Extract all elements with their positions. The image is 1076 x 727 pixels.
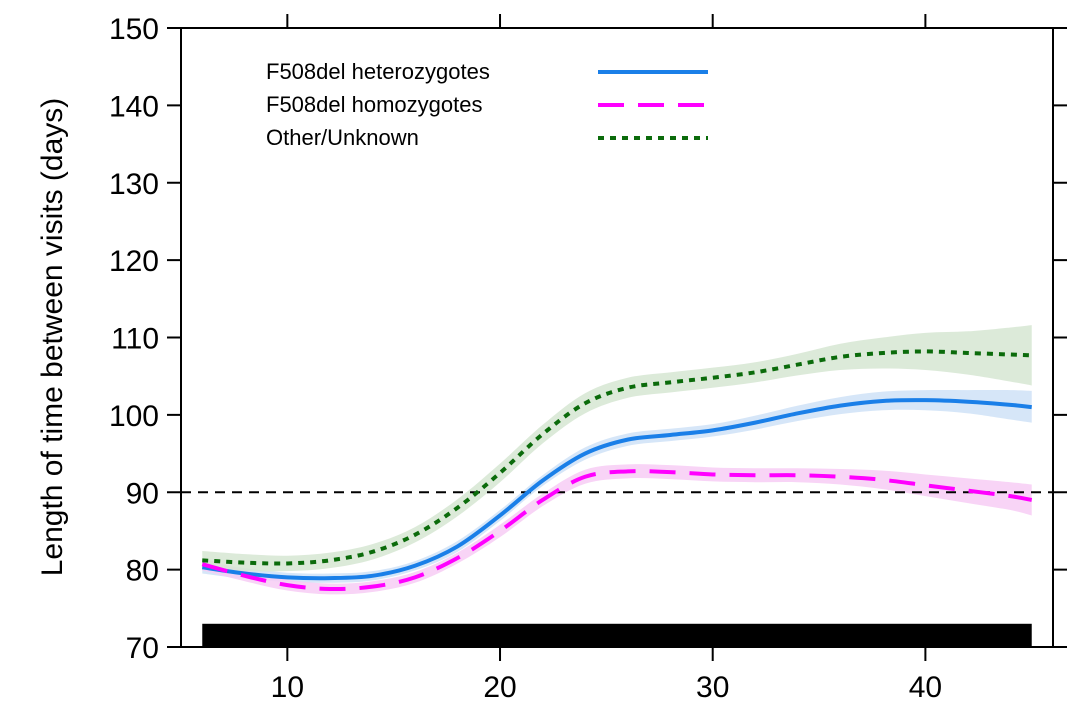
x-tick-label: 10 — [271, 671, 304, 704]
bottom-bar — [202, 623, 1032, 646]
y-tick-label: 130 — [109, 168, 159, 201]
confidence-bands — [202, 325, 1032, 595]
y-tick-label: 80 — [126, 555, 159, 588]
y-axis-title: Length of time between visits (days) — [36, 98, 69, 577]
x-tick-label: 40 — [909, 671, 942, 704]
y-tick-label: 90 — [126, 477, 159, 510]
y-tick-label: 70 — [126, 632, 159, 665]
legend-label-1: F508del homozygotes — [266, 92, 482, 117]
confidence-band-1 — [202, 464, 1032, 595]
confidence-band-2 — [202, 325, 1032, 572]
y-tick-label: 140 — [109, 90, 159, 123]
y-tick-label: 120 — [109, 245, 159, 278]
series-line-1 — [201, 469, 1033, 592]
axes: 70 80 90 100 110 120 130 140 150 10 20 30 40 — [109, 13, 1067, 704]
legend: F508del heterozygotes F508del homozygotes… — [266, 59, 708, 150]
y-tick-label: 150 — [109, 13, 159, 46]
x-tick-label: 20 — [483, 671, 516, 704]
series-lines — [201, 349, 1033, 592]
legend-label-0: F508del heterozygotes — [266, 59, 490, 84]
y-tick-label: 100 — [109, 400, 159, 433]
x-tick-label: 30 — [696, 671, 729, 704]
confidence-band-0 — [202, 389, 1032, 583]
bottom-bar-layer — [202, 623, 1032, 646]
y-tick-label: 110 — [111, 323, 159, 356]
legend-label-2: Other/Unknown — [266, 125, 419, 150]
series-line-0 — [201, 398, 1032, 581]
